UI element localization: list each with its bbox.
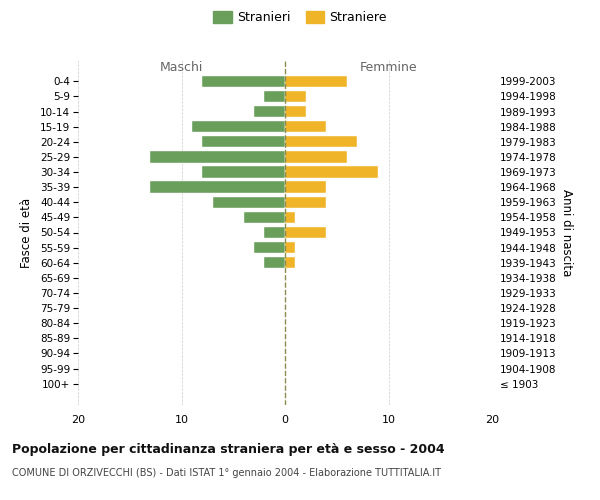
Bar bbox=[285, 242, 295, 254]
Bar bbox=[151, 182, 285, 193]
Legend: Stranieri, Straniere: Stranieri, Straniere bbox=[208, 6, 392, 29]
Bar bbox=[244, 212, 285, 223]
Bar bbox=[285, 91, 306, 102]
Bar bbox=[254, 242, 285, 254]
Bar bbox=[202, 166, 285, 177]
Bar bbox=[212, 196, 285, 208]
Bar bbox=[202, 136, 285, 147]
Bar bbox=[192, 121, 285, 132]
Bar bbox=[285, 121, 326, 132]
Bar bbox=[254, 106, 285, 117]
Bar bbox=[285, 257, 295, 268]
Y-axis label: Fasce di età: Fasce di età bbox=[20, 198, 33, 268]
Bar bbox=[265, 257, 285, 268]
Bar bbox=[285, 136, 358, 147]
Bar bbox=[151, 152, 285, 162]
Bar bbox=[285, 196, 326, 208]
Text: Maschi: Maschi bbox=[160, 61, 203, 74]
Bar bbox=[285, 182, 326, 193]
Y-axis label: Anni di nascita: Anni di nascita bbox=[560, 189, 573, 276]
Bar bbox=[285, 212, 295, 223]
Bar bbox=[285, 227, 326, 238]
Bar bbox=[285, 106, 306, 117]
Text: COMUNE DI ORZIVECCHI (BS) - Dati ISTAT 1° gennaio 2004 - Elaborazione TUTTITALIA: COMUNE DI ORZIVECCHI (BS) - Dati ISTAT 1… bbox=[12, 468, 441, 477]
Text: Femmine: Femmine bbox=[359, 61, 418, 74]
Bar bbox=[285, 152, 347, 162]
Text: Popolazione per cittadinanza straniera per età e sesso - 2004: Popolazione per cittadinanza straniera p… bbox=[12, 442, 445, 456]
Bar bbox=[285, 76, 347, 87]
Bar bbox=[265, 91, 285, 102]
Bar bbox=[285, 166, 378, 177]
Bar bbox=[265, 227, 285, 238]
Bar bbox=[202, 76, 285, 87]
